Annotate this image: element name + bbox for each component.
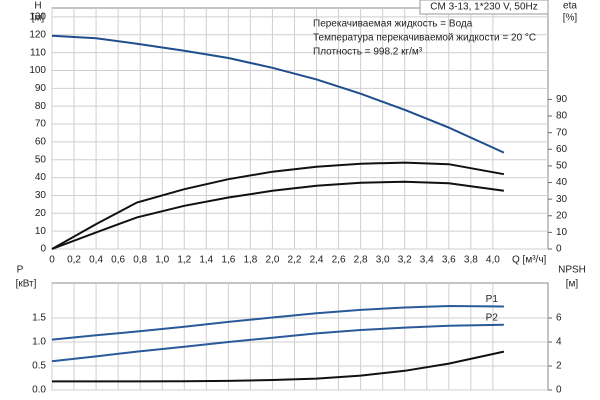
plot-area bbox=[51, 7, 549, 250]
x-tick-label: 2,0 bbox=[265, 255, 279, 266]
y2-tick-label: 60 bbox=[556, 144, 568, 155]
x-tick-label: 2,2 bbox=[288, 255, 302, 266]
y2-tick-label: 20 bbox=[556, 210, 568, 221]
series-label: P2 bbox=[486, 312, 499, 323]
y-tick-label: 130 bbox=[29, 12, 46, 23]
y-axis-label: H bbox=[34, 1, 41, 12]
y-tick-label: 0.5 bbox=[32, 361, 46, 372]
y2-tick-label: 50 bbox=[556, 161, 568, 172]
y-tick-label: 70 bbox=[35, 119, 47, 130]
x-tick-label: 2,4 bbox=[310, 255, 324, 266]
y2-tick-label: 0 bbox=[556, 244, 562, 255]
y-tick-label: 20 bbox=[35, 208, 47, 219]
y2-axis-label: eta bbox=[563, 1, 577, 12]
y2-tick-label: 90 bbox=[556, 94, 568, 105]
curve bbox=[51, 161, 505, 250]
y2-tick-label: 2 bbox=[556, 361, 562, 372]
x-tick-label: 0,2 bbox=[67, 255, 81, 266]
x-tick-label: 3,6 bbox=[442, 255, 456, 266]
x-tick-label: 1,6 bbox=[221, 255, 235, 266]
curve bbox=[51, 323, 504, 363]
x-tick-label: 1,8 bbox=[243, 255, 257, 266]
x-tick-label: 0 bbox=[49, 255, 55, 266]
y-tick-label: 110 bbox=[30, 47, 46, 58]
y-tick-label: 80 bbox=[35, 101, 47, 112]
y-tick-label: 90 bbox=[35, 83, 47, 94]
curve bbox=[51, 304, 504, 341]
plot-area bbox=[51, 282, 549, 391]
x-tick-label: 3,8 bbox=[464, 255, 478, 266]
x-tick-label: 1,2 bbox=[177, 255, 191, 266]
x-tick-label: 4,0 bbox=[486, 255, 500, 266]
y-tick-label: 30 bbox=[35, 190, 47, 201]
y2-axis-unit: [%] bbox=[563, 13, 578, 24]
x-tick-label: 2,8 bbox=[354, 255, 368, 266]
y2-tick-label: 0 bbox=[556, 385, 562, 396]
x-tick-label: 3,0 bbox=[376, 255, 390, 266]
series-label: P1 bbox=[486, 294, 499, 305]
y-tick-label: 50 bbox=[35, 154, 47, 165]
y-tick-label: 120 bbox=[29, 29, 46, 40]
model-box bbox=[419, 0, 549, 15]
model-label: CM 3-13, 1*230 V, 50Hz bbox=[430, 2, 537, 13]
y2-tick-label: 30 bbox=[556, 194, 568, 205]
note: Плотность = 998.2 кг/м³ bbox=[313, 47, 423, 58]
note: Перекачиваемая жидкость = Вода bbox=[313, 19, 473, 30]
y2-axis-unit: [м] bbox=[566, 279, 579, 290]
x-tick-label: 3,4 bbox=[420, 255, 434, 266]
y2-tick-label: 70 bbox=[556, 127, 568, 138]
y-axis-unit: [м] bbox=[32, 13, 45, 24]
y-tick-label: 40 bbox=[35, 172, 47, 183]
y-axis-label: P bbox=[17, 265, 24, 276]
x-tick-label: 0,4 bbox=[89, 255, 103, 266]
y-tick-label: 100 bbox=[29, 65, 46, 76]
y2-tick-label: 40 bbox=[556, 177, 568, 188]
y2-tick-label: 80 bbox=[556, 111, 568, 122]
curve bbox=[51, 180, 505, 250]
y2-tick-label: 4 bbox=[556, 337, 562, 348]
x-tick-label: 2,6 bbox=[332, 255, 346, 266]
x-axis-label: Q [м³/ч] bbox=[512, 255, 547, 266]
x-tick-label: 0,8 bbox=[133, 255, 147, 266]
x-tick-label: 0,6 bbox=[111, 255, 125, 266]
y-tick-label: 60 bbox=[35, 137, 47, 148]
y-tick-label: 1.5 bbox=[32, 313, 46, 324]
x-tick-label: 1,4 bbox=[199, 255, 213, 266]
y2-tick-label: 6 bbox=[556, 313, 562, 324]
y-tick-label: 0 bbox=[40, 244, 46, 255]
x-tick-label: 1,0 bbox=[155, 255, 169, 266]
x-tick-label: 3,2 bbox=[398, 255, 412, 266]
y2-tick-label: 10 bbox=[556, 227, 568, 238]
y-axis-unit: [кВт] bbox=[16, 279, 37, 290]
y2-axis-label: NPSH bbox=[558, 265, 586, 276]
y-tick-label: 0.0 bbox=[32, 385, 46, 396]
y-tick-label: 1.0 bbox=[32, 337, 46, 348]
curve bbox=[51, 34, 505, 154]
note: Температура перекачиваемой жидкости = 20… bbox=[313, 33, 536, 44]
curve bbox=[52, 350, 505, 383]
y-tick-label: 10 bbox=[35, 226, 47, 237]
